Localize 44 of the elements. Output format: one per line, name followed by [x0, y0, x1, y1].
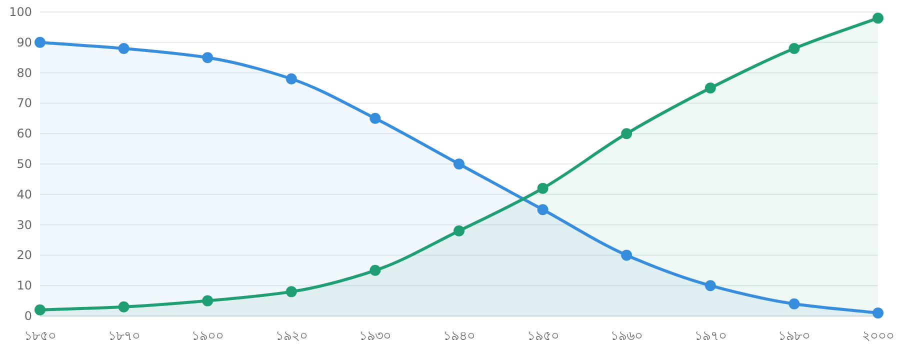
point: [788, 42, 800, 54]
point: [788, 298, 800, 310]
x-tick-label: ২০০০: [862, 329, 894, 344]
point: [621, 128, 632, 140]
point: [118, 301, 130, 312]
y-tick-label: 70: [16, 96, 32, 110]
y-tick-label: 10: [16, 278, 32, 293]
point: [537, 204, 548, 216]
x-tick-label: ১৯০০: [192, 329, 224, 344]
point: [34, 36, 46, 48]
y-tick-label: 100: [9, 5, 32, 19]
x-tick-label: ১৯৫০: [526, 329, 559, 344]
point: [286, 286, 297, 298]
x-tick-label: ১৯২০: [275, 329, 308, 344]
point: [537, 182, 548, 194]
point: [704, 82, 716, 94]
point: [621, 250, 632, 261]
point: [454, 225, 464, 236]
y-tick-label: 80: [16, 66, 32, 80]
x-tick-label: ১৯৪০: [443, 329, 475, 344]
point: [370, 264, 381, 276]
point: [704, 280, 716, 292]
point: [118, 42, 130, 54]
point: [202, 295, 214, 306]
x-tick-label: ১৯৭০: [694, 329, 726, 344]
y-tick-label: 30: [16, 218, 32, 232]
x-tick-label: ১৯৩০: [359, 329, 392, 344]
y-tick-label: 60: [16, 126, 32, 141]
x-tick-label: ১৮৫০: [24, 329, 56, 344]
point: [454, 158, 464, 170]
y-tick-label: 50: [16, 157, 32, 171]
point: [202, 52, 214, 64]
x-tick-label: ১৯৬০: [610, 329, 643, 344]
point: [370, 112, 381, 124]
point: [286, 73, 297, 84]
point: [872, 307, 884, 318]
y-tick-label: 20: [16, 248, 32, 262]
point: [34, 304, 46, 316]
point: [872, 12, 884, 24]
y-tick-label: 90: [16, 35, 32, 50]
x-tick-label: ১৯৮০: [778, 329, 810, 344]
x-tick-label: ১৮৭০: [108, 329, 140, 344]
y-tick-label: 40: [16, 187, 32, 202]
y-tick-label: 0: [24, 309, 32, 323]
